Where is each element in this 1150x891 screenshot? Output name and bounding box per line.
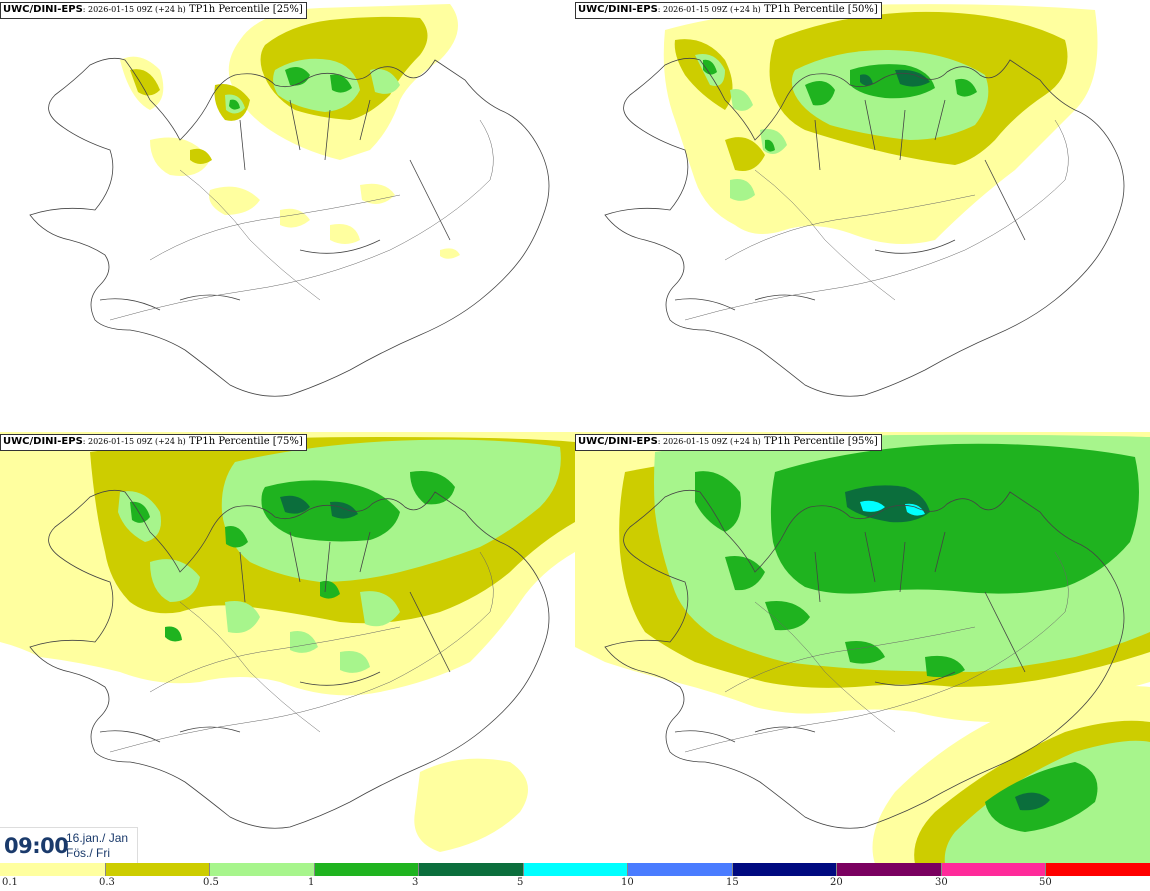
legend-swatch (418, 863, 523, 876)
legend-tick (836, 863, 837, 876)
legend-swatch (522, 863, 628, 876)
legend-swatch (104, 863, 210, 876)
color-legend: 0.1 0.3 0.5 1 3 5 10 15 20 30 50 (0, 863, 1150, 891)
panel-title: UWC/DINI-EPS: 2026-01-15 09Z (+24 h) TP1… (0, 434, 307, 451)
legend-label: 0.1 (2, 877, 18, 888)
legend-tick (732, 863, 733, 876)
legend-tick (627, 863, 628, 876)
valid-date-line1: 16.jan./ Jan (66, 831, 129, 845)
road-network (684, 551, 1069, 753)
valid-time-box: 09:00 16.jan./ Jan Fös./ Fri (0, 827, 138, 864)
legend-label: 20 (830, 877, 843, 888)
iceland-coastline (29, 57, 550, 397)
precip-map-50 (604, 4, 1125, 397)
run-info: : 2026-01-15 09Z (+24 h) (657, 437, 761, 446)
legend-tick (209, 863, 210, 876)
panel-title: UWC/DINI-EPS: 2026-01-15 09Z (+24 h) TP1… (0, 2, 307, 19)
road-network (109, 119, 494, 321)
panel-title: UWC/DINI-EPS: 2026-01-15 09Z (+24 h) TP1… (575, 2, 882, 19)
precip-map-75 (0, 432, 575, 852)
iceland-coastline (604, 489, 1125, 829)
model-name: UWC/DINI-EPS (3, 4, 83, 15)
run-info: : 2026-01-15 09Z (+24 h) (657, 5, 761, 14)
panel-title: UWC/DINI-EPS: 2026-01-15 09Z (+24 h) TP1… (575, 434, 882, 451)
legend-label: 0.3 (99, 877, 115, 888)
product-name: TP1h Percentile [25%] (188, 4, 303, 15)
model-name: UWC/DINI-EPS (578, 436, 658, 447)
legend-label: 3 (412, 877, 419, 888)
precip-map-25 (29, 4, 550, 397)
product-name: TP1h Percentile [50%] (763, 4, 878, 15)
legend-label: 0.5 (203, 877, 219, 888)
legend-tick (523, 863, 524, 876)
legend-swatch (627, 863, 732, 876)
iceland-coastline (29, 489, 550, 829)
map-panel-75: UWC/DINI-EPS: 2026-01-15 09Z (+24 h) TP1… (0, 432, 575, 864)
valid-date: 16.jan./ Jan Fös./ Fri (66, 831, 128, 861)
precip-field (120, 4, 460, 259)
run-info: : 2026-01-15 09Z (+24 h) (82, 5, 186, 14)
valid-date-line2: Fös./ Fri (66, 846, 110, 860)
model-name: UWC/DINI-EPS (578, 4, 658, 15)
valid-time: 09:00 (4, 834, 69, 858)
iceland-coastline (604, 57, 1125, 397)
precip-field (663, 4, 1098, 244)
legend-label: 10 (621, 877, 634, 888)
precip-field (575, 432, 1150, 864)
legend-swatch (313, 863, 419, 876)
legend-tick (941, 863, 942, 876)
legend-swatch (1045, 863, 1150, 876)
legend-tick (314, 863, 315, 876)
model-name: UWC/DINI-EPS (3, 436, 83, 447)
map-panel-50: UWC/DINI-EPS: 2026-01-15 09Z (+24 h) TP1… (575, 0, 1150, 432)
legend-tick (418, 863, 419, 876)
legend-swatch (836, 863, 941, 876)
legend-color-bar (0, 863, 1150, 876)
legend-swatch (731, 863, 837, 876)
legend-label: 5 (517, 877, 524, 888)
road-network (684, 119, 1069, 321)
product-name: TP1h Percentile [75%] (188, 436, 303, 447)
legend-label: 1 (308, 877, 315, 888)
legend-label: 50 (1039, 877, 1052, 888)
map-panel-25: UWC/DINI-EPS: 2026-01-15 09Z (+24 h) TP1… (0, 0, 575, 432)
map-panel-95: UWC/DINI-EPS: 2026-01-15 09Z (+24 h) TP1… (575, 432, 1150, 864)
legend-tick (105, 863, 106, 876)
precip-map-95 (575, 432, 1150, 864)
legend-label: 15 (726, 877, 739, 888)
run-info: : 2026-01-15 09Z (+24 h) (82, 437, 186, 446)
road-network (109, 551, 494, 753)
legend-swatch (209, 863, 314, 876)
legend-swatch (940, 863, 1046, 876)
legend-tick (1045, 863, 1046, 876)
legend-label: 30 (935, 877, 948, 888)
legend-swatch (0, 863, 105, 876)
precip-field (0, 432, 575, 852)
product-name: TP1h Percentile [95%] (763, 436, 878, 447)
